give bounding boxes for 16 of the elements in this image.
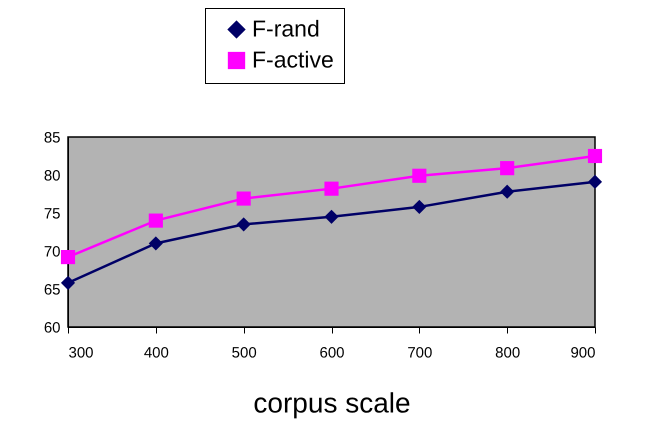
x-tick-label: 700	[407, 344, 432, 362]
x-tick-label: 900	[570, 344, 596, 362]
y-tick-label: 85	[44, 130, 60, 146]
x-tick-label: 600	[319, 344, 345, 362]
y-tick-label: 65	[44, 282, 60, 298]
x-tick-label: 400	[144, 344, 169, 362]
y-tick-label: 75	[44, 206, 60, 222]
x-axis-title: corpus scale	[253, 388, 411, 418]
y-tick-label: 70	[44, 244, 60, 260]
y-tick-label: 60	[44, 320, 60, 336]
x-tick-label: 800	[495, 344, 520, 362]
legend-label: F-active	[252, 46, 334, 72]
x-tick-label: 500	[232, 344, 257, 362]
legend-label: F-rand	[252, 16, 320, 42]
x-tick-label: 300	[68, 344, 94, 362]
y-tick-label: 80	[44, 168, 60, 184]
